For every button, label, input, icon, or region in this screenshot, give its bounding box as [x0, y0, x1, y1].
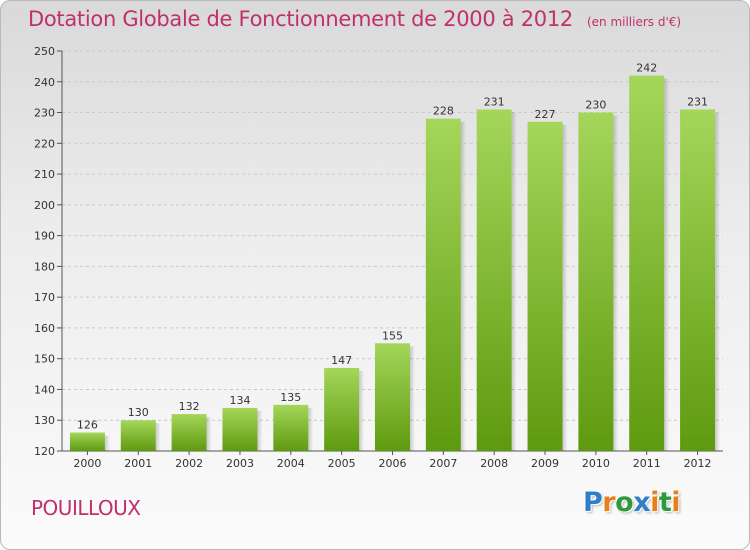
value-label: 230 [585, 99, 606, 112]
commune-name: POUILLOUX [31, 496, 141, 520]
y-tick-label: 250 [34, 45, 55, 58]
bar-shadow [410, 346, 415, 451]
value-label: 147 [331, 354, 352, 367]
x-tick-label: 2008 [480, 457, 508, 470]
bar-shadow [359, 370, 365, 451]
x-tick-label: 2006 [379, 457, 407, 470]
x-tick-label: 2004 [277, 457, 305, 470]
bar-2008 [476, 109, 512, 451]
bar-shadow [511, 112, 517, 451]
bar-shadow [206, 417, 212, 451]
x-tick-label: 2012 [684, 457, 712, 470]
y-tick-label: 170 [34, 291, 55, 304]
bar-2004 [273, 404, 309, 451]
bar-shadow [257, 410, 263, 451]
value-label: 132 [179, 400, 200, 413]
bar-2003 [222, 407, 258, 451]
x-tick-label: 2001 [124, 457, 152, 470]
value-label: 126 [77, 419, 98, 432]
y-tick-label: 200 [34, 199, 55, 212]
y-tick-label: 160 [34, 322, 55, 335]
value-label: 155 [382, 329, 403, 342]
y-tick-label: 150 [34, 353, 55, 366]
y-tick-label: 140 [34, 383, 55, 396]
value-label: 130 [128, 406, 149, 419]
bar-2000 [69, 432, 105, 451]
x-tick-label: 2007 [429, 457, 457, 470]
bar-2011 [629, 75, 665, 451]
bar-2012 [680, 109, 716, 451]
x-tick-label: 2010 [582, 457, 610, 470]
bars [69, 75, 721, 452]
chart-title-text: Dotation Globale de Fonctionnement de 20… [28, 7, 573, 31]
bar-shadow [155, 423, 161, 451]
bar-2005 [324, 367, 360, 451]
x-tick-label: 2002 [175, 457, 203, 470]
x-tick-label: 2003 [226, 457, 254, 470]
bar-2001 [120, 420, 156, 451]
bar-2010 [578, 112, 614, 452]
value-label: 134 [229, 394, 250, 407]
value-label: 231 [484, 95, 505, 108]
bar-shadow [715, 112, 721, 451]
value-label: 242 [636, 62, 657, 75]
y-tick-label: 180 [34, 260, 55, 273]
y-tick-label: 220 [34, 137, 55, 150]
bar-2007 [425, 118, 461, 451]
y-tick-label: 230 [34, 107, 55, 120]
value-label: 227 [535, 108, 556, 121]
x-tick-label: 2000 [73, 457, 101, 470]
x-tick-label: 2005 [328, 457, 356, 470]
bar-2006 [375, 343, 410, 451]
value-label: 228 [433, 105, 454, 118]
bar-2009 [527, 121, 563, 452]
x-tick-label: 2011 [633, 457, 661, 470]
y-tick-label: 240 [34, 76, 55, 89]
labels: 120 130 140 150 160 170 180 190 200 210 220 230 240 2… [34, 45, 712, 470]
y-tick-label: 210 [34, 168, 55, 181]
chart-title: Dotation Globale de Fonctionnement de 20… [28, 7, 681, 31]
bar-shadow [562, 124, 568, 452]
y-tick-label: 120 [34, 445, 55, 458]
bar-shadow [613, 115, 619, 452]
x-tick-label: 2009 [531, 457, 559, 470]
bar-shadow [664, 78, 670, 451]
proxiti-logo: Proxiti [583, 487, 681, 518]
y-tick-label: 130 [34, 414, 55, 427]
bar-shadow [308, 407, 314, 451]
value-label: 231 [687, 95, 708, 108]
bar-shadow [104, 435, 110, 451]
chart-unit: (en milliers d'€) [586, 15, 682, 29]
value-label: 135 [280, 391, 301, 404]
y-tick-label: 190 [34, 230, 55, 243]
bar-2002 [171, 414, 207, 451]
bar-shadow [460, 121, 466, 451]
